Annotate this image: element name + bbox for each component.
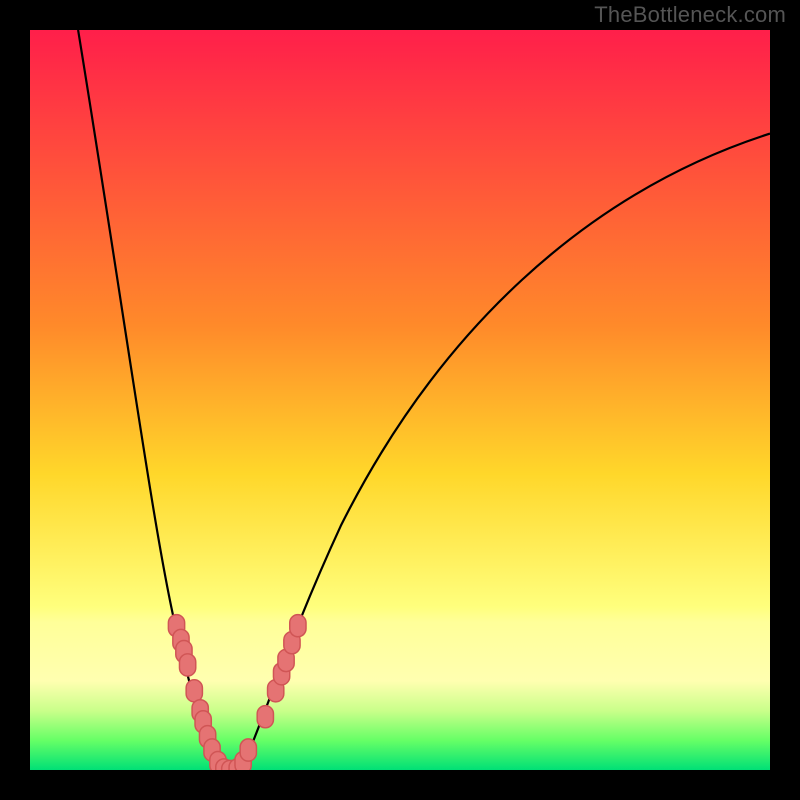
marker-bead xyxy=(290,615,306,637)
plot-svg xyxy=(30,30,770,770)
chart-outer-frame: TheBottleneck.com xyxy=(0,0,800,800)
marker-bead xyxy=(179,654,195,676)
marker-bead xyxy=(240,739,256,761)
marker-bead xyxy=(186,680,202,702)
plot-area xyxy=(30,30,770,770)
watermark-text: TheBottleneck.com xyxy=(594,2,786,28)
gradient-background xyxy=(30,30,770,770)
marker-bead xyxy=(257,706,273,728)
